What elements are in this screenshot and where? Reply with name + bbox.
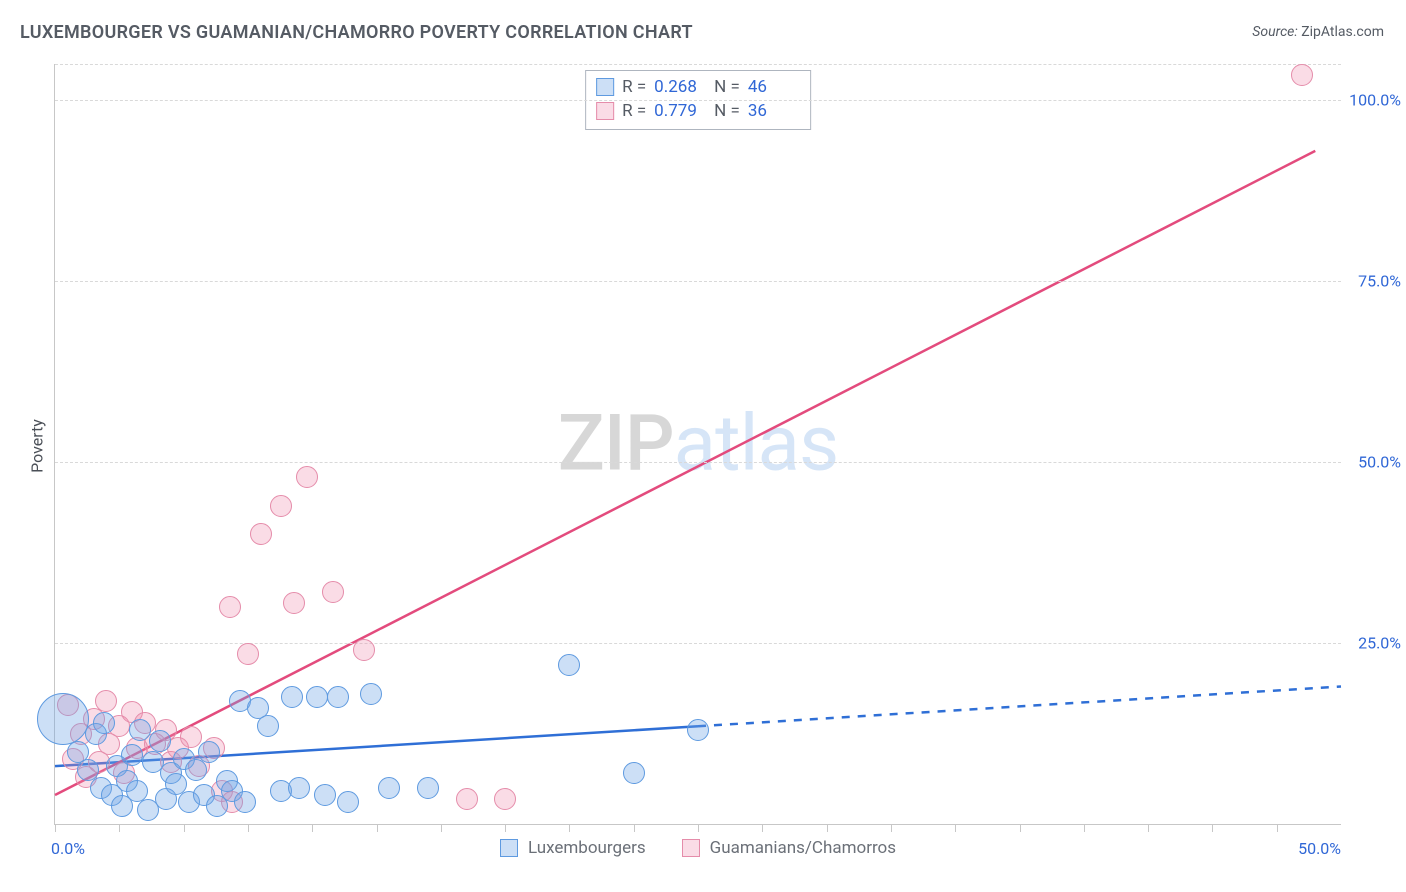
source-value: ZipAtlas.com <box>1301 24 1384 40</box>
legend-label: Luxembourgers <box>528 838 646 858</box>
series-legend: Luxembourgers Guamanians/Chamorros <box>55 838 1341 858</box>
pink-scatter-point <box>322 581 344 603</box>
x-tick <box>1084 824 1085 832</box>
blue-scatter-point <box>623 762 645 784</box>
blue-scatter-point <box>234 791 256 813</box>
blue-scatter-point <box>93 712 115 734</box>
stats-row-pink: R = 0.779 N = 36 <box>596 99 800 123</box>
y-tick-label: 50.0% <box>1358 453 1401 472</box>
scatter-plot-area: ZIPatlas R = 0.268 N = 46 R = 0.779 N = … <box>54 64 1341 825</box>
y-tick-label: 25.0% <box>1358 634 1401 653</box>
stats-row-blue: R = 0.268 N = 46 <box>596 75 800 99</box>
y-tick-label: 100.0% <box>1349 91 1401 110</box>
pink-scatter-point <box>270 495 292 517</box>
pink-scatter-point <box>456 788 478 810</box>
x-tick <box>955 824 956 832</box>
blue-scatter-point <box>121 744 143 766</box>
x-tick <box>1148 824 1149 832</box>
x-tick <box>312 824 313 832</box>
blue-scatter-point <box>185 759 207 781</box>
pink-swatch-icon <box>596 102 614 120</box>
blue-scatter-point <box>360 683 382 705</box>
x-tick <box>569 824 570 832</box>
regression-line <box>698 686 1341 726</box>
x-tick <box>248 824 249 832</box>
pink-scatter-point <box>296 466 318 488</box>
blue-scatter-point <box>378 777 400 799</box>
blue-scatter-point <box>327 686 349 708</box>
x-tick <box>441 824 442 832</box>
pink-scatter-point <box>250 523 272 545</box>
blue-scatter-point <box>37 693 89 745</box>
gridline <box>55 64 1341 65</box>
y-tick-label: 75.0% <box>1358 272 1401 291</box>
pink-scatter-point <box>494 788 516 810</box>
x-tick <box>827 824 828 832</box>
blue-scatter-point <box>281 686 303 708</box>
x-tick <box>184 824 185 832</box>
blue-swatch-icon <box>500 839 518 857</box>
blue-scatter-point <box>306 686 328 708</box>
pink-scatter-point <box>219 596 241 618</box>
gridline <box>55 462 1341 463</box>
blue-scatter-point <box>417 777 439 799</box>
pink-scatter-point <box>353 639 375 661</box>
x-tick <box>698 824 699 832</box>
x-tick <box>377 824 378 832</box>
x-tick <box>891 824 892 832</box>
blue-scatter-point <box>314 784 336 806</box>
x-tick <box>634 824 635 832</box>
blue-scatter-point <box>149 730 171 752</box>
source-label: Source: <box>1252 24 1297 40</box>
gridline <box>55 100 1341 101</box>
x-tick <box>1020 824 1021 832</box>
blue-scatter-point <box>257 715 279 737</box>
x-tick <box>1212 824 1213 832</box>
pink-scatter-point <box>237 643 259 665</box>
blue-scatter-point <box>129 719 151 741</box>
legend-item: Guamanians/Chamorros <box>682 838 896 858</box>
legend-item: Luxembourgers <box>500 838 646 858</box>
x-tick <box>1277 824 1278 832</box>
blue-scatter-point <box>337 791 359 813</box>
legend-label: Guamanians/Chamorros <box>710 838 896 858</box>
gridline <box>55 281 1341 282</box>
x-tick <box>119 824 120 832</box>
pink-scatter-point <box>1291 64 1313 86</box>
blue-scatter-point <box>288 777 310 799</box>
pink-scatter-point <box>95 690 117 712</box>
source-attribution: Source: ZipAtlas.com <box>1252 24 1384 40</box>
pink-swatch-icon <box>682 839 700 857</box>
blue-scatter-point <box>198 741 220 763</box>
x-tick <box>505 824 506 832</box>
blue-scatter-point <box>558 654 580 676</box>
blue-swatch-icon <box>596 78 614 96</box>
y-axis-label: Poverty <box>27 419 46 473</box>
blue-scatter-point <box>687 719 709 741</box>
chart-title: LUXEMBOURGER VS GUAMANIAN/CHAMORRO POVER… <box>20 22 693 43</box>
x-tick <box>762 824 763 832</box>
x-tick <box>55 824 56 832</box>
pink-scatter-point <box>283 592 305 614</box>
